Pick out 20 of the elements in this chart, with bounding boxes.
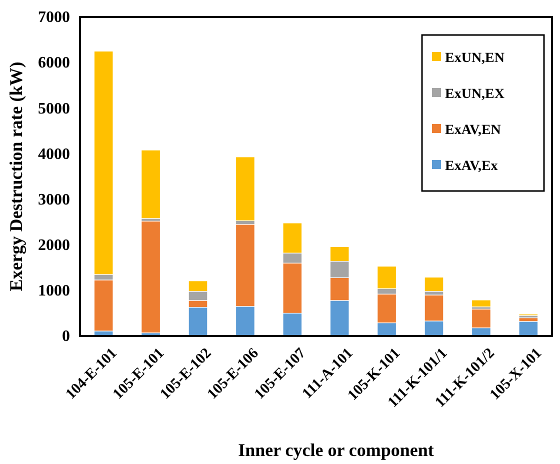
- bar: [424, 276, 444, 292]
- bar: [141, 220, 161, 334]
- y-tick-label: 5000: [38, 100, 70, 118]
- y-tick-label: 3000: [38, 191, 70, 208]
- bar: [235, 156, 255, 222]
- y-tick-label: 0: [62, 328, 70, 346]
- bar: [471, 300, 491, 308]
- bar: [141, 150, 161, 219]
- y-tick-label: 4000: [38, 146, 70, 163]
- x-axis-title: Inner cycle or component: [238, 440, 434, 460]
- bar: [518, 321, 538, 336]
- y-axis-title: Exergy Destruction rate (kW): [6, 62, 26, 292]
- legend-label: ExAV,Ex: [445, 159, 498, 174]
- legend-label: ExAV,EN: [445, 123, 501, 138]
- legend-label: ExUN,EN: [445, 51, 505, 66]
- y-tick-label: 2000: [38, 236, 70, 254]
- y-tick-label: 1000: [38, 282, 70, 300]
- y-tick-label: 6000: [38, 54, 70, 72]
- legend-label: ExUN,EX: [445, 87, 505, 102]
- y-tick-label: 7000: [38, 9, 70, 26]
